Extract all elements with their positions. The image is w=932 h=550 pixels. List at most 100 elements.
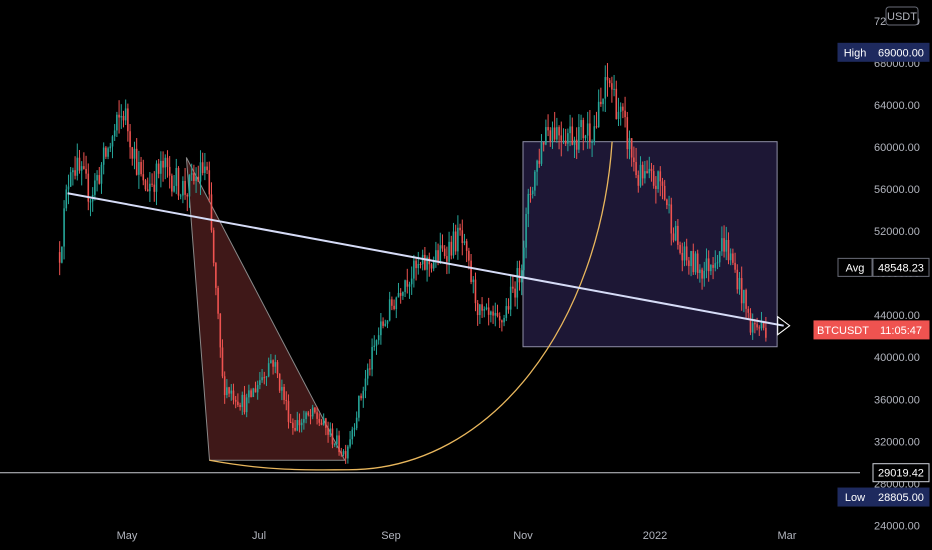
candle-body (124, 108, 127, 121)
candle-body (206, 166, 208, 171)
candle-body (582, 120, 585, 139)
candle-body (487, 307, 490, 315)
candle-body (85, 168, 87, 174)
candle-body (384, 323, 387, 326)
candle-body (450, 241, 453, 256)
price-tick-label: 32000.00 (874, 436, 920, 448)
candle-body (476, 303, 479, 316)
candle-body (674, 225, 677, 241)
candle-body (234, 399, 237, 402)
candle-body (221, 347, 224, 377)
candle-body (496, 312, 499, 317)
time-axis[interactable]: May Jul Sep Nov 2022 Mar (117, 530, 797, 542)
candle-body (586, 123, 589, 136)
candle-body (338, 435, 340, 453)
candle-body (633, 157, 635, 163)
candle-body (219, 313, 222, 348)
price-axis[interactable]: 24000.0028000.0032000.0036000.0040000.00… (874, 6, 920, 532)
candle-body (182, 180, 184, 196)
candle-body (190, 173, 193, 175)
candle-body (278, 373, 281, 391)
candle-body (490, 311, 492, 315)
candle-body (270, 360, 272, 364)
candle-body (701, 269, 703, 279)
price-tags: High 69000.00 Avg 48548.23 BTCUSDT 11:05:47 29… (813, 42, 930, 507)
candle-body (72, 170, 74, 173)
candle-body (373, 345, 376, 347)
candle-body (729, 253, 732, 261)
candle-body (175, 167, 178, 186)
candle-body (646, 171, 648, 174)
candle-body (311, 407, 314, 417)
price-tick-label: 56000.00 (874, 184, 920, 196)
candle-body (298, 420, 301, 426)
price-tick-label: 36000.00 (874, 394, 920, 406)
price-tick-label: 40000.00 (874, 352, 920, 364)
candle-body (573, 139, 576, 145)
candle-body (644, 171, 646, 179)
candle-body (743, 290, 745, 304)
candle-body (606, 77, 609, 81)
candle-body (740, 278, 743, 304)
candle-body (538, 160, 541, 164)
avg-tag-label-bg (837, 257, 873, 277)
price-tick-label: 24000.00 (874, 520, 920, 532)
candle-body (736, 269, 739, 290)
candle-body (186, 194, 189, 197)
candle-body (512, 286, 514, 289)
candle-body (525, 213, 527, 248)
candle-body (498, 316, 501, 321)
candle-body (285, 399, 288, 402)
candle-body (74, 170, 76, 176)
candle-body (281, 386, 283, 391)
candle-body (65, 189, 68, 209)
candle-body (287, 401, 290, 422)
low-tag-label: Low (845, 492, 865, 504)
candle-body (307, 412, 310, 416)
candle-body (67, 186, 70, 190)
candle-body (470, 260, 472, 283)
candle-body (371, 346, 373, 370)
candle-body (615, 88, 618, 120)
candle-body (122, 115, 125, 121)
trend-line (67, 192, 784, 327)
candle-body (657, 171, 659, 190)
candle-body (314, 407, 316, 413)
candle-body (168, 166, 171, 176)
candle-body (446, 256, 448, 262)
low-tag-value: 28805.00 (878, 492, 924, 504)
candle-body (463, 241, 466, 244)
candle-body (193, 173, 195, 181)
candle-body (162, 160, 164, 168)
trend-line-layer (67, 192, 791, 336)
candle-body (630, 138, 633, 158)
candle-body (457, 227, 459, 252)
candle-body (267, 363, 270, 377)
candle-body (256, 385, 259, 393)
candle-body (408, 284, 411, 287)
time-tick-label: 2022 (643, 530, 667, 542)
candle-body (641, 164, 644, 179)
candle-body (199, 162, 202, 182)
candle-body (710, 264, 712, 272)
avg-tag-label: Avg (846, 262, 865, 274)
candle-body (303, 419, 305, 423)
candle-body (492, 311, 494, 316)
candle-body (241, 394, 244, 408)
candle-body (131, 147, 134, 159)
candle-body (294, 428, 296, 431)
candle-body (430, 264, 433, 269)
candle-body (516, 268, 519, 298)
candle-body (424, 254, 426, 270)
candle-body (135, 148, 138, 175)
candle-body (129, 131, 131, 148)
candle-body (230, 390, 233, 394)
candle-body (549, 130, 552, 142)
candle-body (283, 386, 285, 400)
candle-body (351, 429, 354, 440)
candle-body (386, 320, 389, 324)
last-tag-label: BTCUSDT (817, 325, 869, 337)
candle-body (580, 120, 582, 128)
